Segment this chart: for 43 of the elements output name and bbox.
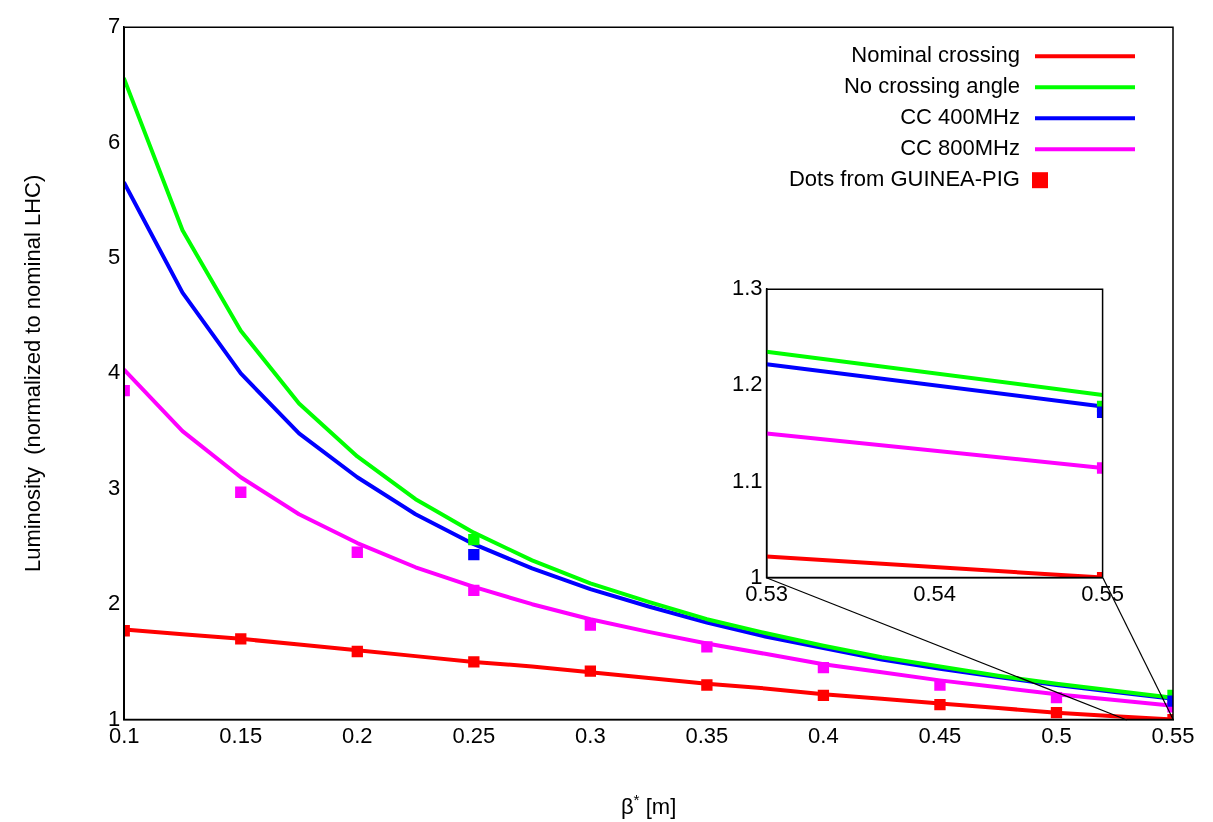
x-axis-title: β* [m] bbox=[620, 791, 677, 819]
x-tick-label: 0.3 bbox=[575, 722, 606, 748]
point bbox=[468, 548, 480, 561]
point bbox=[468, 584, 480, 597]
y-tick-label: 5 bbox=[107, 244, 121, 270]
point bbox=[934, 698, 946, 711]
y-tick-label: 1.2 bbox=[731, 371, 763, 397]
point bbox=[584, 619, 597, 631]
point bbox=[701, 679, 713, 691]
y-tick-label: 3 bbox=[107, 474, 121, 500]
point bbox=[468, 533, 480, 546]
y-tick-label: 4 bbox=[107, 359, 121, 385]
point bbox=[235, 486, 247, 498]
x-tick-label: 0.2 bbox=[342, 722, 373, 748]
x-tick-label: 0.54 bbox=[913, 580, 956, 606]
y-tick-label: 1.3 bbox=[731, 275, 763, 301]
point bbox=[817, 689, 830, 702]
legend-label: CC 800MHz bbox=[900, 135, 1020, 161]
y-tick-label: 6 bbox=[107, 128, 121, 154]
x-tick-label: 0.55 bbox=[1151, 722, 1195, 748]
y-tick-label: 2 bbox=[107, 590, 121, 616]
x-tick-label: 0.25 bbox=[452, 722, 496, 748]
point bbox=[817, 662, 830, 674]
y-tick-label: 7 bbox=[107, 13, 121, 39]
legend-label: Dots from GUINEA-PIG bbox=[788, 166, 1020, 192]
point bbox=[934, 679, 946, 691]
x-tick-label: 0.35 bbox=[685, 722, 729, 748]
point bbox=[701, 641, 713, 653]
point bbox=[468, 656, 480, 668]
point bbox=[584, 665, 597, 677]
x-tick-label: 0.45 bbox=[918, 722, 962, 748]
point bbox=[235, 633, 247, 645]
x-tick-label: 0.4 bbox=[808, 722, 839, 748]
point bbox=[351, 546, 363, 558]
x-tick-label: 0.5 bbox=[1041, 722, 1072, 748]
point bbox=[351, 645, 363, 658]
legend-label: CC 400MHz bbox=[900, 104, 1020, 130]
legend-label: Nominal crossing bbox=[851, 42, 1020, 68]
y-axis-title: Luminosity (normalized to nominal LHC) bbox=[20, 174, 45, 573]
x-tick-label: 0.15 bbox=[219, 722, 263, 748]
point bbox=[1050, 707, 1063, 719]
y-tick-label: 1.1 bbox=[731, 467, 763, 493]
legend-label: No crossing angle bbox=[843, 73, 1020, 99]
